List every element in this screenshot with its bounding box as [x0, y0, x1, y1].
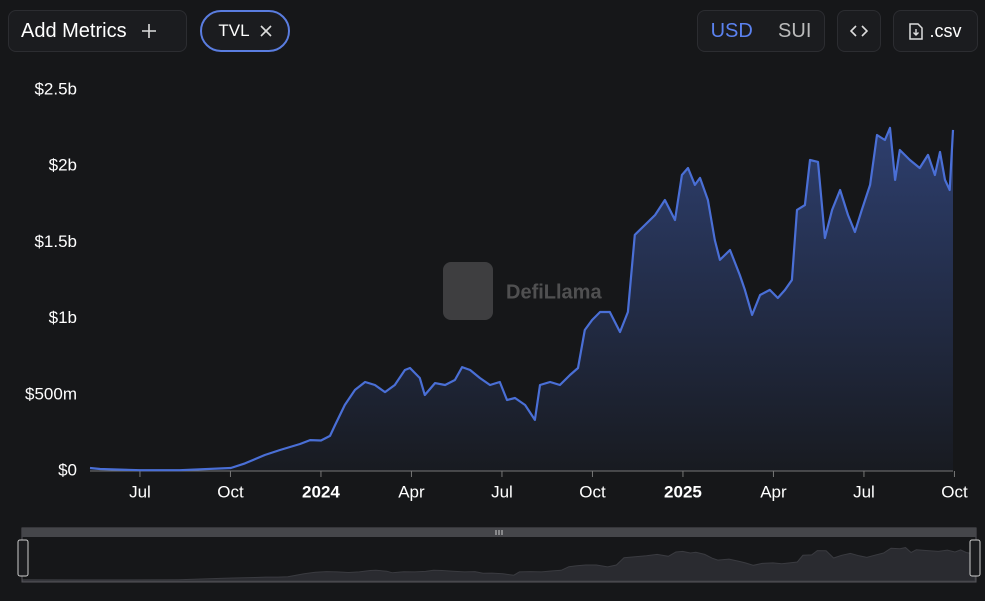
csv-label: .csv — [929, 20, 962, 41]
brush-area — [22, 546, 976, 582]
metric-label: TVL — [218, 21, 250, 40]
y-tick-label: $1.5b — [34, 232, 77, 251]
x-tick-label: Jul — [129, 482, 151, 501]
x-tick-label: Jul — [491, 482, 513, 501]
x-tick-label: Apr — [760, 482, 787, 501]
brush-grip — [495, 530, 503, 535]
y-tick-label: $500m — [25, 384, 77, 403]
brush-handle[interactable] — [17, 539, 29, 577]
embed-button[interactable] — [837, 10, 881, 52]
y-tick-label: $2.5b — [34, 79, 77, 98]
line — [89, 126, 955, 472]
x-tick-label: Oct — [941, 482, 968, 501]
add-metrics-label: Add Metrics — [21, 19, 127, 42]
x-tick-label: 2025 — [664, 482, 702, 501]
currency-option[interactable]: USD — [710, 19, 753, 42]
csv-button[interactable]: .csv — [893, 10, 978, 52]
tvl-pill[interactable]: TVL — [200, 10, 290, 52]
close-icon — [260, 25, 272, 37]
area — [90, 127, 953, 472]
x-tick-label: Oct — [579, 482, 606, 501]
brush-handle[interactable] — [969, 539, 981, 577]
code-icon — [850, 25, 868, 37]
x-tick-label: 2024 — [302, 482, 340, 501]
y-tick-label: $0 — [58, 460, 77, 479]
x-tick-label: Jul — [853, 482, 875, 501]
watermark-text: DefiLlama — [506, 281, 602, 303]
currency-option[interactable]: SUI — [778, 19, 812, 42]
plus-icon — [141, 24, 156, 38]
y-tick-label: $2b — [49, 156, 77, 175]
x-tick-label: Oct — [217, 482, 244, 501]
watermark: DefiLlama — [443, 262, 602, 320]
y-tick-label: $1b — [49, 308, 77, 327]
x-tick-label: Apr — [398, 482, 425, 501]
add-metrics-button[interactable]: Add Metrics — [8, 10, 187, 52]
file-icon — [909, 22, 924, 40]
currency-toggle: USD SUI — [697, 10, 825, 52]
